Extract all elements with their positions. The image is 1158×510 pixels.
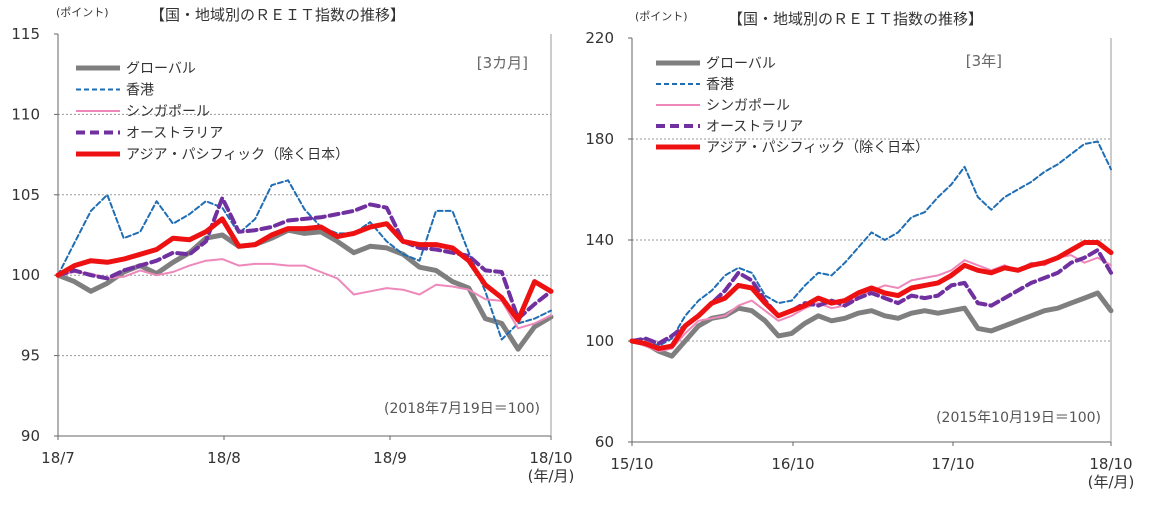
- series-line-asiapacific: [55, 216, 554, 323]
- legend-label-asiapacific: アジア・パシフィック（除く日本）: [126, 147, 349, 163]
- x-unit-label: (年/月): [1088, 473, 1135, 491]
- x-unit-label: (年/月): [528, 467, 575, 485]
- chart-title: 【国・地域別のＲＥＩＴ指数の推移】: [150, 6, 405, 24]
- legend-label-australia: オーストラリア: [126, 126, 223, 142]
- legend-label-global: グローバル: [706, 56, 776, 72]
- y-tick-label: 115: [11, 25, 40, 43]
- chart-3-month: 90 95 100 105 110 115 18/7 18/8 18/9 18/10(年/月) (ポ…: [11, 6, 574, 485]
- legend-label-singapore: シンガポール: [126, 104, 210, 120]
- y-tick-label: 105: [11, 186, 40, 204]
- period-label: [3カ月]: [477, 54, 528, 72]
- x-tick-label: 17/10: [931, 455, 974, 473]
- legend-label-global: グローバル: [126, 61, 196, 77]
- y-unit-label: (ポイント): [56, 6, 109, 19]
- series-line-hongkong: [57, 179, 552, 341]
- series-line-asiapacific: [629, 240, 1114, 352]
- legend-label-singapore: シンガポール: [706, 98, 790, 114]
- x-tick-label: 18/10: [1089, 455, 1132, 473]
- series-line-australia: [56, 196, 553, 321]
- legend-label-australia: オーストラリア: [706, 119, 803, 135]
- series-line-global: [55, 227, 554, 352]
- y-tick-label: 180: [585, 130, 614, 148]
- series-line-singapore: [631, 254, 1112, 353]
- x-tick-label: 18/7: [41, 449, 75, 467]
- x-tick-label: 15/10: [610, 455, 653, 473]
- y-tick-label: 95: [21, 347, 40, 365]
- y-tick-label: 220: [585, 29, 614, 47]
- legend-label-hongkong: 香港: [126, 83, 154, 99]
- period-label: [3年]: [966, 52, 1002, 70]
- x-tick-label: 16/10: [771, 455, 814, 473]
- x-tick-label: 18/10: [529, 449, 572, 467]
- x-tick-label: 18/8: [207, 449, 241, 467]
- series-line-global: [629, 290, 1114, 359]
- y-unit-label: (ポイント): [635, 10, 688, 23]
- chart-title: 【国・地域別のＲＥＩＴ指数の推移】: [728, 10, 983, 28]
- series-line-hongkong: [631, 140, 1112, 348]
- y-tick-label: 100: [585, 332, 614, 350]
- y-tick-label: 90: [21, 427, 40, 445]
- y-tick-label: 60: [595, 433, 614, 451]
- y-tick-label: 110: [11, 105, 40, 123]
- y-tick-label: 100: [11, 266, 40, 284]
- x-tick-label: 18/9: [373, 449, 407, 467]
- base-note: (2018年7月19日＝100): [384, 401, 540, 417]
- y-tick-label: 140: [585, 231, 614, 249]
- base-note: (2015年10月19日＝100): [936, 410, 1101, 426]
- legend-label-asiapacific: アジア・パシフィック（除く日本）: [706, 140, 929, 156]
- chart-3-year: 60 100 140 180 220 15/10 16/10 17/10 18/10(年/月) (…: [585, 10, 1134, 491]
- legend-label-hongkong: 香港: [706, 77, 734, 93]
- series-line-singapore: [57, 258, 552, 330]
